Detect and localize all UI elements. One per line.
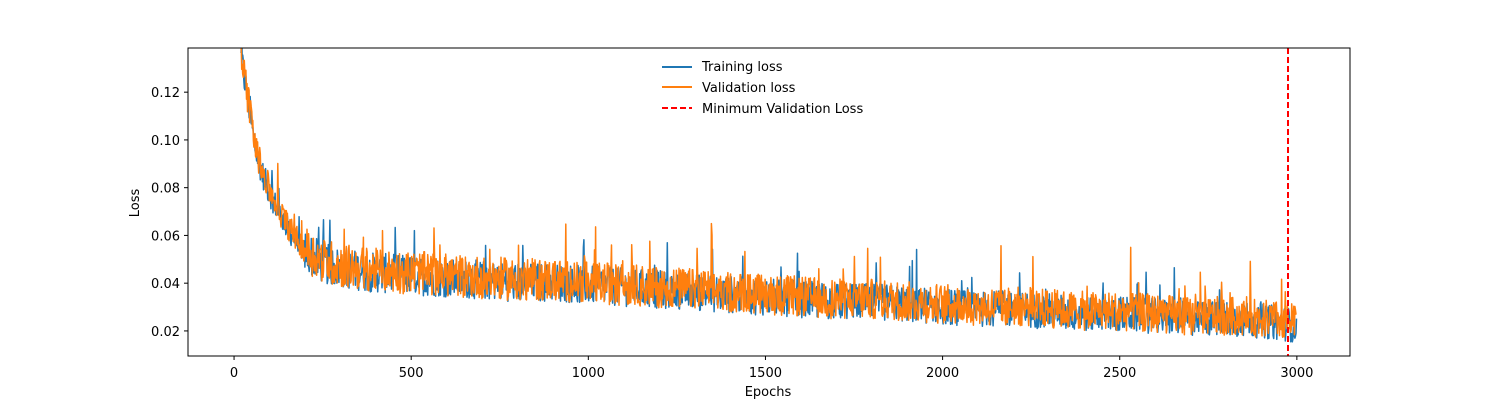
x-axis-label: Epochs <box>745 385 792 400</box>
x-tick-label: 0 <box>230 366 238 381</box>
plot-frame <box>187 47 1351 357</box>
legend-label-min-val: Minimum Validation Loss <box>702 102 863 117</box>
legend: Training loss Validation loss Minimum Va… <box>652 54 884 120</box>
y-tick-label: 0.04 <box>151 277 180 292</box>
x-tick-label: 1000 <box>572 366 605 381</box>
x-tick-label: 2000 <box>926 366 959 381</box>
x-tick-label: 2500 <box>1103 366 1136 381</box>
y-tick-label: 0.10 <box>151 134 180 149</box>
y-tick-label: 0.08 <box>151 182 180 197</box>
legend-label-validation: Validation loss <box>702 81 796 96</box>
x-tick-label: 3000 <box>1280 366 1313 381</box>
x-tick-label: 500 <box>399 366 424 381</box>
y-tick-label: 0.06 <box>151 229 180 244</box>
y-axis-label: Loss <box>128 189 143 218</box>
y-tick-label: 0.02 <box>151 325 180 340</box>
x-tick-label: 1500 <box>749 366 782 381</box>
y-tick-label: 0.12 <box>151 86 180 101</box>
legend-label-training: Training loss <box>701 60 783 75</box>
series-line-validation <box>240 48 1297 339</box>
